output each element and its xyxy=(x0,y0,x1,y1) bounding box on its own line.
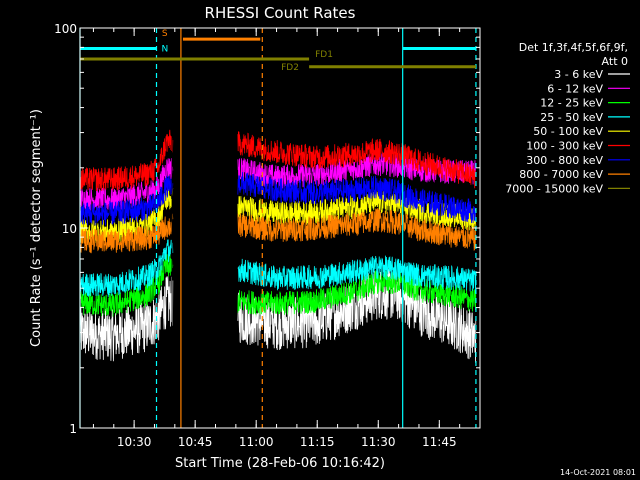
x-tick-label: 10:45 xyxy=(178,435,213,449)
x-axis-label: Start Time (28-Feb-06 10:16:42) xyxy=(175,456,385,471)
series-line-800-7000-kev xyxy=(79,208,477,254)
annotation-label-n: N xyxy=(162,44,169,54)
series-line-300-800-kev xyxy=(79,172,477,226)
legend-header: Det 1f,3f,4f,5f,6f,9f, xyxy=(519,41,628,54)
x-tick-label: 10:30 xyxy=(117,435,152,449)
x-tick-label: 11:00 xyxy=(239,435,274,449)
x-tick-label: 11:15 xyxy=(300,435,335,449)
annotation-label-s: S xyxy=(162,29,168,39)
chart-title: RHESSI Count Rates xyxy=(205,4,356,22)
y-tick-label: 10 xyxy=(62,222,77,236)
legend-label: 7000 - 15000 keV xyxy=(505,182,603,195)
legend-label: 300 - 800 keV xyxy=(526,154,603,167)
y-tick-label: 1 xyxy=(69,422,77,436)
annotation-label-fd2: FD2 xyxy=(281,63,299,73)
legend-label: 6 - 12 keV xyxy=(547,82,603,95)
y-tick-label: 100 xyxy=(54,22,77,36)
x-tick-label: 11:45 xyxy=(422,435,457,449)
series-line-100-300-kev xyxy=(79,129,477,192)
y-axis-label: Count Rate (s⁻¹ detector segment⁻¹) xyxy=(29,109,44,347)
legend-label: 3 - 6 keV xyxy=(554,68,603,81)
legend-label: 50 - 100 keV xyxy=(533,125,603,138)
legend-label: 12 - 25 keV xyxy=(540,97,603,110)
legend-label: 100 - 300 keV xyxy=(526,140,603,153)
legend-label: 25 - 50 keV xyxy=(540,111,603,124)
annotations-layer: SN FD1 FD2 xyxy=(80,29,476,73)
plot-area xyxy=(79,129,477,382)
legend-label: 800 - 7000 keV xyxy=(519,168,603,181)
timestamp: 14-Oct-2021 08:01 xyxy=(560,468,636,477)
series-layer xyxy=(79,129,477,382)
legend-attenuator: Att 0 xyxy=(602,55,628,68)
axes-layer: 10:30 10:45 11:00 11:15 11:30 11:45 1 10 100 xyxy=(54,22,481,449)
series-line-25-50-kev xyxy=(79,239,477,297)
annotation-label-fd1: FD1 xyxy=(315,50,333,60)
x-tick-label: 11:30 xyxy=(361,435,396,449)
